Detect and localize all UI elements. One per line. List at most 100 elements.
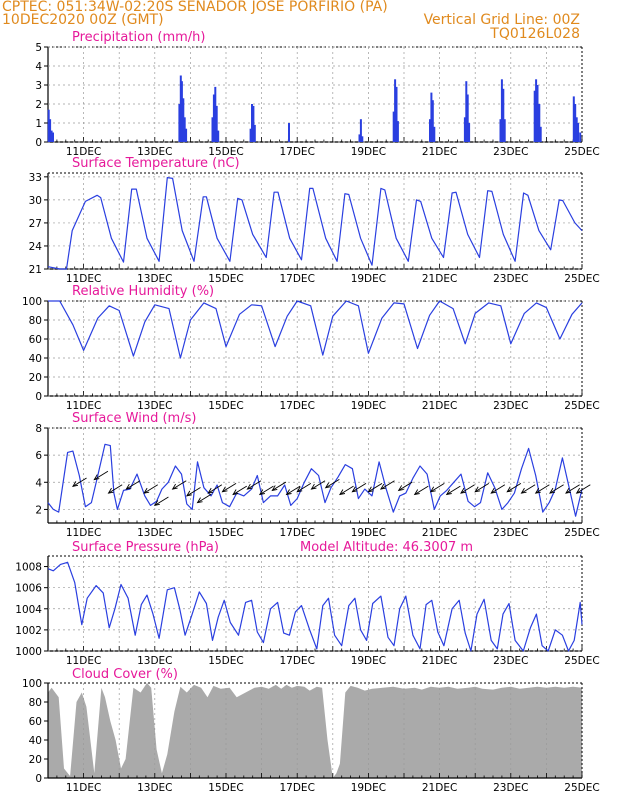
wind-arrow [549,484,564,494]
x-tick-label: 13DEC [137,400,172,412]
precip-bar [395,86,398,142]
x-tick-label: 23DEC [493,655,528,667]
header-date: 10DEC2020 00Z (GMT) [2,12,164,28]
panel-title: Precipitation (mm/h) [72,30,205,45]
y-tick-label: 21 [29,264,42,276]
x-tick-label: 25DEC [564,400,599,412]
precip-bar [50,130,53,142]
panel-title: Surface Pressure (hPa) [72,540,219,555]
precip-bar [179,75,182,142]
precip-bar [185,128,188,142]
precip-bar [433,126,436,142]
x-tick-label: 25DEC [564,527,599,539]
precip-bar [396,121,399,142]
x-tick-label: 13DEC [137,782,172,794]
x-tick-label: 15DEC [208,146,243,158]
y-tick-label: 100 [22,296,42,308]
y-tick-label: 80 [29,697,42,709]
precip-bar [463,117,466,142]
x-tick-label: 19DEC [351,655,386,667]
y-tick-label: 40 [29,735,42,747]
precip-bar [288,123,290,142]
y-tick-label: 0 [35,391,42,403]
precip-bar [180,81,183,142]
wind-arrow [125,480,141,490]
y-tick-label: 27 [29,218,42,230]
y-tick-label: 24 [29,241,43,253]
precip-bar [217,130,220,142]
precip-bar [533,90,536,142]
wind-arrow [460,484,475,494]
x-tick-label: 17DEC [279,782,314,794]
y-tick-label: 60 [29,716,42,728]
precip-bar [466,94,469,142]
panel-title: Surface Temperature (nC) [72,156,240,171]
x-tick-label: 19DEC [351,146,386,158]
precip-bar [251,104,253,142]
wind-arrow [397,481,413,492]
wind-arrow [185,487,201,497]
x-tick-label: 17DEC [279,527,314,539]
precip-bar [182,98,185,142]
series-line [47,177,583,270]
precip-bar [502,88,505,142]
y-tick-label: 8 [35,423,42,435]
series-line [48,300,583,359]
y-tick-label: 1006 [15,583,42,595]
x-tick-label: 21DEC [422,400,457,412]
wind-arrow [153,496,169,506]
wind-arrow [339,485,354,496]
x-tick-label: 19DEC [351,527,386,539]
y-tick-label: 4 [35,477,42,489]
x-tick-label: 13DEC [137,527,172,539]
x-tick-label: 23DEC [493,527,528,539]
x-tick-label: 19DEC [351,400,386,412]
wind-arrow [445,485,461,496]
x-tick-label: 11DEC [66,782,101,794]
panel-title: Cloud Cover (%) [72,667,178,682]
precip-bar [500,79,503,142]
precip-bar [499,119,502,142]
wind-arrow [474,483,490,493]
precip-bar [361,136,364,142]
precip-bar [574,104,577,142]
precip-bar [572,96,575,142]
precip-bar [430,92,433,142]
precip-bar [211,117,214,142]
x-tick-label: 13DEC [137,655,172,667]
precip-bar [431,100,434,142]
x-tick-label: 25DEC [564,782,599,794]
precip-bar [392,111,395,142]
x-tick-label: 21DEC [422,655,457,667]
precip-bar [358,134,361,142]
wind-arrow [367,483,383,493]
precip-bar [503,119,506,142]
y-tick-label: 5 [35,42,42,54]
x-tick-label: 11DEC [66,655,101,667]
x-tick-label: 25DEC [564,655,599,667]
x-tick-label: 15DEC [208,527,243,539]
precip-bar [52,132,54,142]
precip-bar [212,94,215,142]
y-tick-label: 1 [35,118,42,130]
precip-bar [359,119,362,142]
x-tick-label: 11DEC [66,146,101,158]
x-tick-label: 25DEC [564,146,599,158]
wind-arrow [351,483,367,493]
y-tick-label: 4 [35,61,42,73]
y-tick-label: 33 [29,172,42,184]
precip-bar [253,124,256,142]
wind-arrow [271,481,287,492]
y-tick-label: 0 [35,137,42,149]
wind-arrow [520,484,536,494]
wind-arrow [207,484,223,494]
x-tick-label: 13DEC [137,146,172,158]
x-tick-label: 23DEC [493,273,528,285]
x-tick-label: 17DEC [279,655,314,667]
precip-bar [49,119,52,142]
x-tick-label: 25DEC [564,273,599,285]
x-tick-label: 23DEC [493,400,528,412]
wind-arrow [379,480,395,490]
x-tick-label: 15DEC [208,782,243,794]
x-tick-label: 15DEC [208,655,243,667]
